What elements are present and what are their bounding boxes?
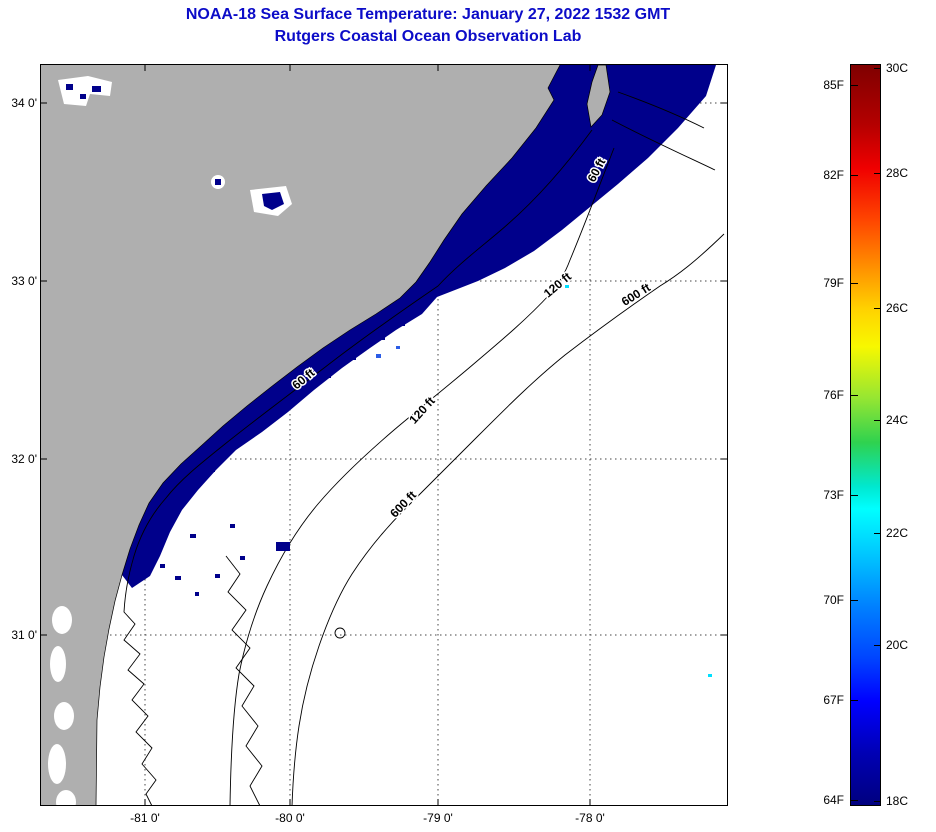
colorbar-tick-f: 73F — [800, 488, 858, 502]
sst-map: 60 ft 120 ft 600 ft 60 ft 120 ft 600 ft — [40, 64, 728, 806]
map-subtitle: Rutgers Coastal Ocean Observation Lab — [274, 28, 582, 45]
map-title: NOAA-18 Sea Surface Temperature: January… — [185, 6, 671, 23]
depth-contour-120ft — [229, 147, 615, 806]
colorbar-tick-c: 28C — [874, 166, 930, 180]
x-axis-label: -80 0' — [275, 811, 305, 825]
sst-speckles — [154, 285, 712, 677]
y-axis-label: 34 0' — [11, 96, 37, 110]
colorbar-tick-f: 70F — [800, 593, 858, 607]
axis-ticks — [40, 64, 728, 806]
colorbar-tick-c: 18C — [874, 794, 930, 808]
map-border — [40, 64, 728, 806]
cloud-patches — [48, 76, 292, 806]
contour-ring — [334, 627, 346, 639]
colorbar-tick-f: 76F — [800, 388, 858, 402]
colorbar-gradient — [850, 64, 881, 806]
colorbar-tick-c: 22C — [874, 526, 930, 540]
y-axis-label: 31 0' — [11, 628, 37, 642]
colorbar-tick-c: 26C — [874, 301, 930, 315]
depth-contour-600ft — [291, 233, 725, 806]
colorbar-tick-f: 82F — [800, 168, 858, 182]
x-axis-label: -78 0' — [575, 811, 605, 825]
colorbar-tick-f: 67F — [800, 693, 858, 707]
colorbar-tick-f: 85F — [800, 78, 858, 92]
colorbar-tick-c: 20C — [874, 638, 930, 652]
y-axis-label: 32 0' — [11, 452, 37, 466]
depth-contours — [123, 91, 725, 806]
colorbar-tick-f: 64F — [800, 793, 858, 807]
shoal-contour-2 — [617, 91, 705, 129]
map-panel: 60 ft 120 ft 600 ft 60 ft 120 ft 600 ft … — [11, 64, 728, 825]
colorbar-tick-c: 30C — [874, 61, 930, 75]
cold-water-region — [122, 65, 716, 588]
x-axis-label: -81 0' — [130, 811, 160, 825]
coastline — [95, 64, 561, 806]
depth-contour-60ft-offshore — [225, 555, 263, 806]
x-axis-label: -79 0' — [423, 811, 453, 825]
colorbar-tick-c: 24C — [874, 413, 930, 427]
colorbar-tick-f: 79F — [800, 276, 858, 290]
y-axis-label: 33 0' — [11, 274, 37, 288]
land-region — [40, 64, 560, 806]
depth-contour-60ft — [123, 129, 593, 806]
shoal-contour-1 — [611, 119, 716, 171]
cape-peninsula — [586, 64, 611, 128]
colorbar-panel: 85F 82F 79F 76F 73F 70F 67F 64F 30C 28C … — [800, 61, 936, 808]
title-block: NOAA-18 Sea Surface Temperature: January… — [0, 4, 856, 48]
